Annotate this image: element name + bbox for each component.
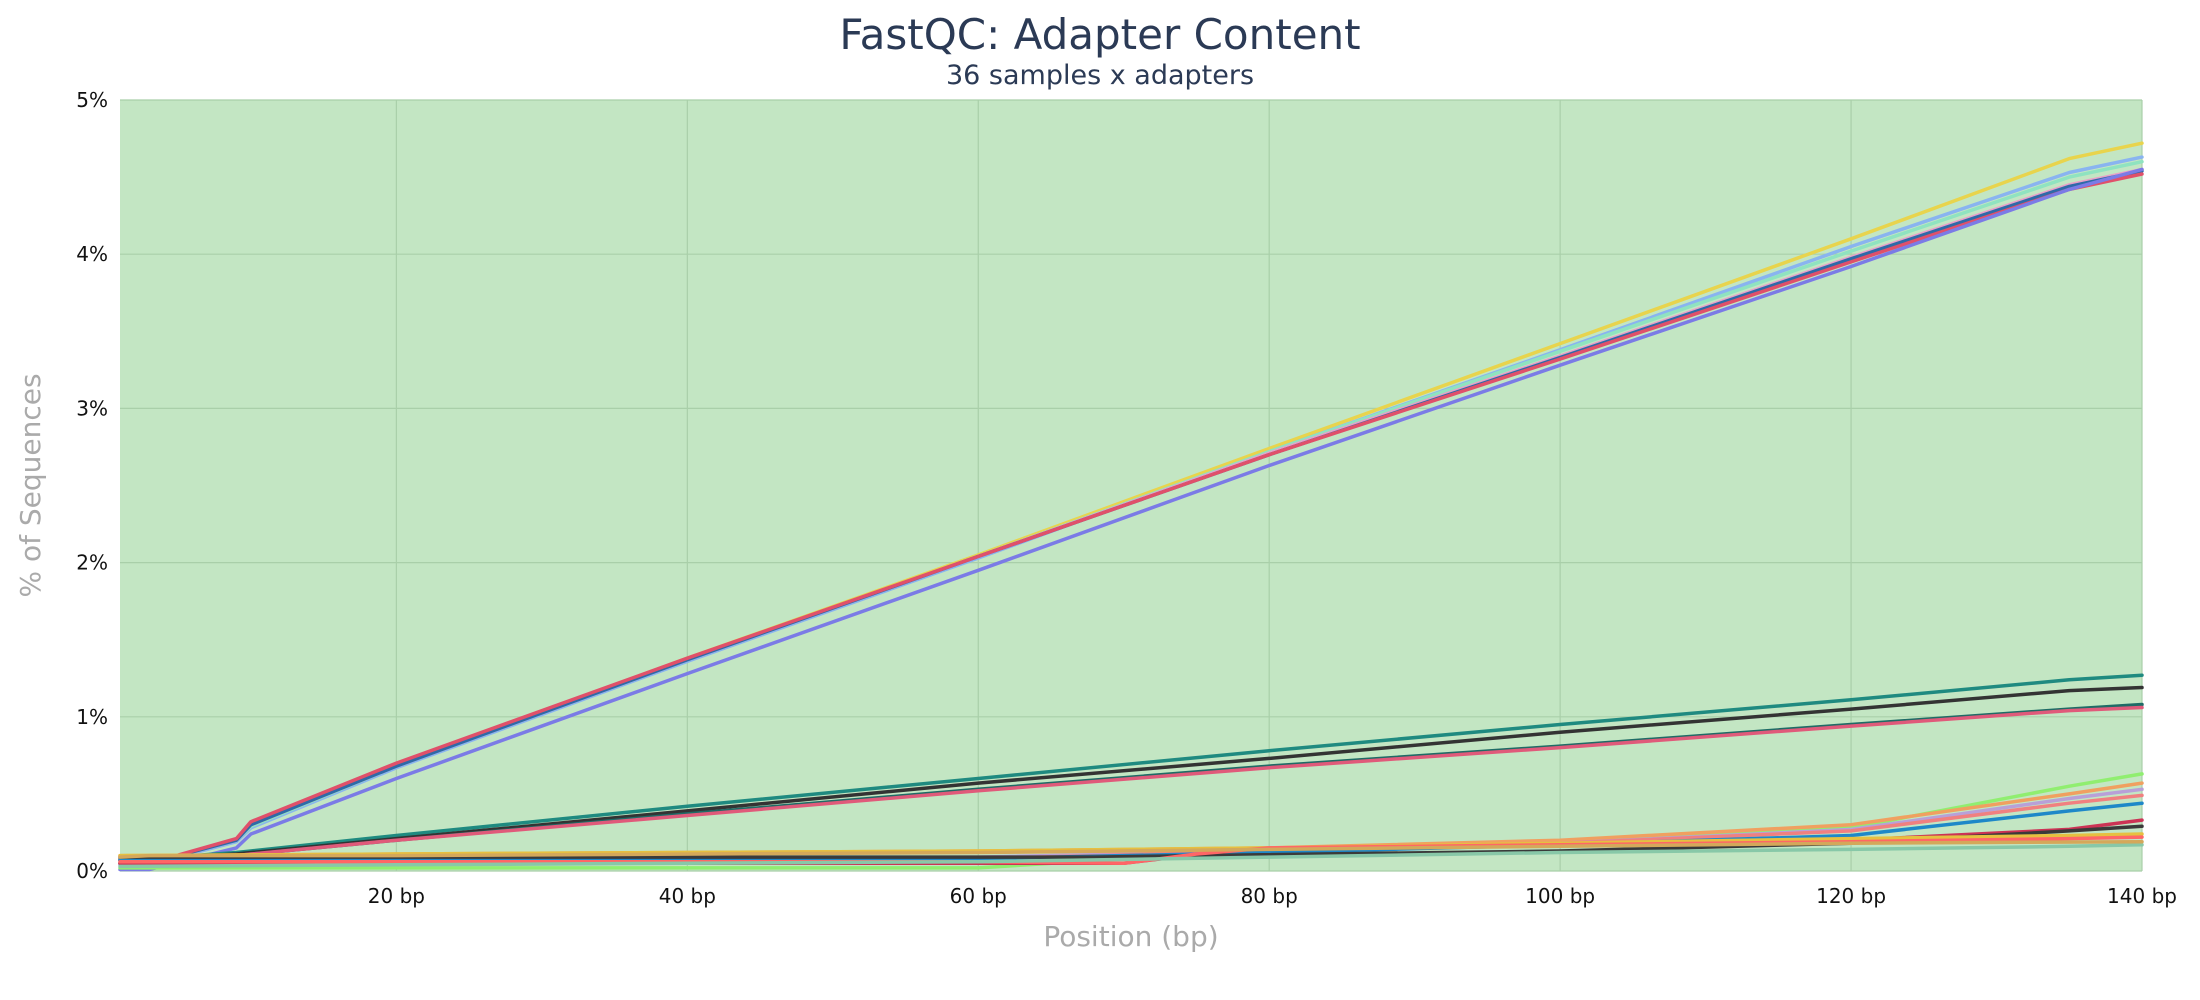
- x-tick-label: 60 bp: [950, 884, 1007, 908]
- series-line: [118, 172, 2144, 866]
- x-axis-label: Position (bp): [1043, 920, 1218, 953]
- series-line: [118, 835, 2144, 866]
- series-line: [118, 839, 2144, 859]
- y-axis-label: % of Sequences: [14, 373, 47, 597]
- series-layer: [118, 141, 2144, 872]
- series-line: [118, 843, 2144, 869]
- x-tick-label: 20 bp: [368, 884, 425, 908]
- y-tick-label: 1%: [76, 705, 108, 729]
- series-line: [118, 167, 2144, 872]
- y-tick-label: 3%: [76, 396, 108, 420]
- y-axis-ticks: 0% 1% 2% 3% 4% 5%: [76, 88, 108, 883]
- chart-title: FastQC: Adapter Content: [839, 10, 1361, 59]
- x-tick-label: 40 bp: [659, 884, 716, 908]
- y-tick-label: 5%: [76, 88, 108, 112]
- x-axis-ticks: 20 bp 40 bp 60 bp 80 bp 100 bp 120 bp 140 bp: [368, 884, 2177, 908]
- x-tick-label: 100 bp: [1525, 884, 1595, 908]
- y-tick-label: 4%: [76, 242, 108, 266]
- y-tick-label: 0%: [76, 859, 108, 883]
- grid-lines: [120, 99, 2143, 872]
- x-tick-label: 120 bp: [1816, 884, 1886, 908]
- x-tick-label: 80 bp: [1241, 884, 1298, 908]
- x-tick-label: 140 bp: [2107, 884, 2177, 908]
- chart-subtitle: 36 samples x adapters: [945, 60, 1255, 91]
- y-tick-label: 2%: [76, 551, 108, 575]
